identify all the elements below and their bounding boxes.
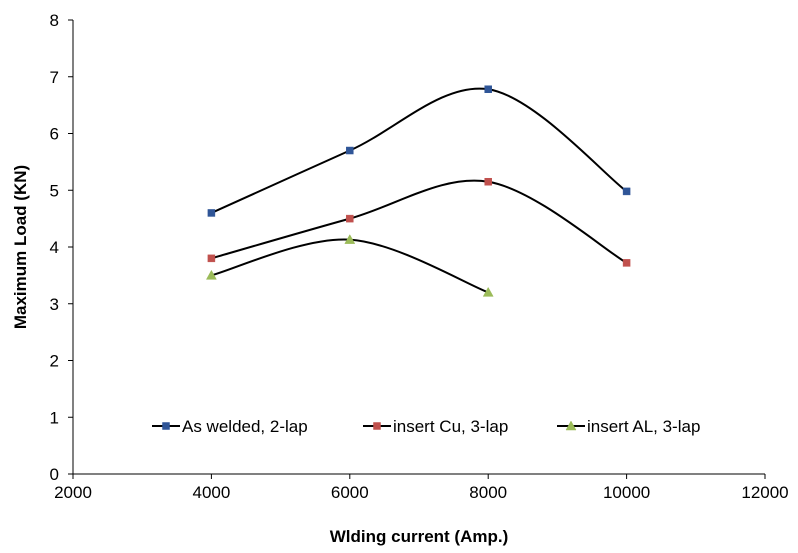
x-tick-label: 12000 — [741, 483, 788, 502]
x-tick-label: 4000 — [192, 483, 230, 502]
y-tick-label: 4 — [50, 238, 59, 257]
y-tick-label: 8 — [50, 11, 59, 30]
legend-marker — [373, 422, 381, 430]
y-tick-label: 2 — [50, 352, 59, 371]
x-tick-label: 2000 — [54, 483, 92, 502]
legend-item-2: insert Cu, 3-lap — [363, 417, 508, 436]
y-axis-ticks: 0 1 2 3 4 5 6 7 8 — [50, 11, 73, 484]
legend-label: As welded, 2-lap — [182, 417, 308, 436]
y-tick-label: 1 — [50, 408, 59, 427]
legend-item-1: As welded, 2-lap — [152, 417, 308, 436]
legend-label: insert Cu, 3-lap — [393, 417, 508, 436]
legend-marker — [565, 420, 577, 431]
data-point-series-1 — [207, 209, 216, 217]
data-point-series-1 — [484, 85, 492, 93]
y-tick-label: 7 — [50, 68, 59, 87]
data-point-series-2 — [346, 214, 354, 223]
legend-marker — [162, 422, 170, 430]
series-line-3 — [211, 238, 489, 294]
data-point-series-2 — [207, 254, 216, 263]
data-point-series-2 — [622, 259, 631, 267]
x-axis-title: Wlding current (Amp.) — [330, 527, 508, 546]
data-point-series-3 — [205, 269, 217, 280]
y-axis-title: Maximum Load (KN) — [11, 165, 30, 329]
y-tick-label: 5 — [50, 181, 59, 200]
data-point-series-3 — [344, 234, 356, 244]
x-tick-label: 10000 — [603, 483, 650, 502]
series-lines — [210, 87, 628, 294]
data-point-series-2 — [484, 177, 492, 186]
series-markers — [205, 85, 631, 297]
y-tick-label: 0 — [50, 465, 59, 484]
series-line-2 — [211, 179, 628, 264]
x-tick-label: 6000 — [331, 483, 369, 502]
legend: As welded, 2-lap insert Cu, 3-lap insert A… — [152, 417, 700, 436]
plot-area — [72, 20, 765, 475]
data-point-series-3 — [482, 286, 494, 297]
x-tick-label: 8000 — [469, 483, 507, 502]
data-point-series-1 — [346, 146, 354, 155]
x-axis-ticks: 2000 4000 6000 8000 10000 12000 — [54, 474, 789, 502]
data-point-series-1 — [622, 187, 631, 196]
legend-label: insert AL, 3-lap — [587, 417, 700, 436]
series-line-1 — [210, 87, 628, 214]
y-tick-label: 3 — [50, 295, 59, 314]
y-tick-label: 6 — [50, 125, 59, 144]
legend-item-3: insert AL, 3-lap — [557, 417, 700, 436]
